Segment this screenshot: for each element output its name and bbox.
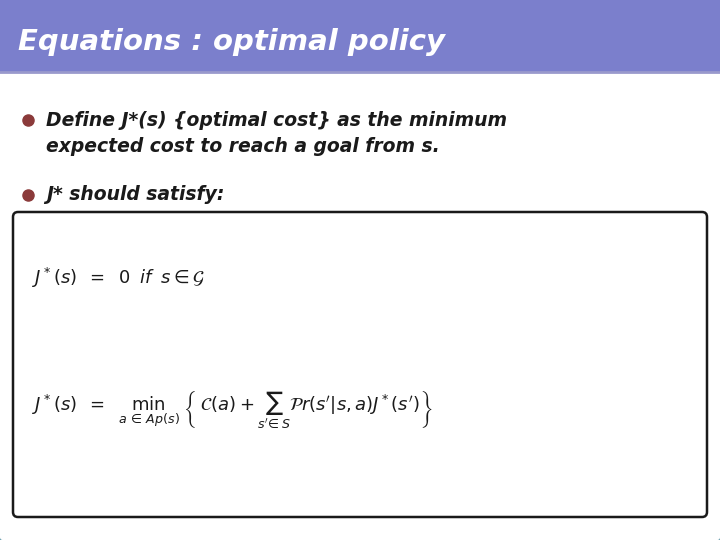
Text: Define J*(s) {optimal cost} as the minimum: Define J*(s) {optimal cost} as the minim… [46, 111, 507, 130]
Text: expected cost to reach a goal from s.: expected cost to reach a goal from s. [46, 138, 440, 157]
Bar [0, 0, 720, 72]
FancyBboxPatch shape [13, 212, 707, 517]
Text: Equations : optimal policy: Equations : optimal policy [18, 28, 445, 56]
Text: J* should satisfy:: J* should satisfy: [46, 186, 225, 205]
Text: $J^*(s)\;\;=\;\;0\;\;\mathit{if}\;\;s\in\mathcal{G}$: $J^*(s)\;\;=\;\;0\;\;\mathit{if}\;\;s\in… [32, 266, 205, 290]
Text: $J^*(s)\;\;=\;\;\underset{a\,\in\,Ap(s)}{\min}\;\left\{\,\mathcal{C}(a)+\sum_{s^: $J^*(s)\;\;=\;\;\underset{a\,\in\,Ap(s)}… [32, 389, 433, 431]
